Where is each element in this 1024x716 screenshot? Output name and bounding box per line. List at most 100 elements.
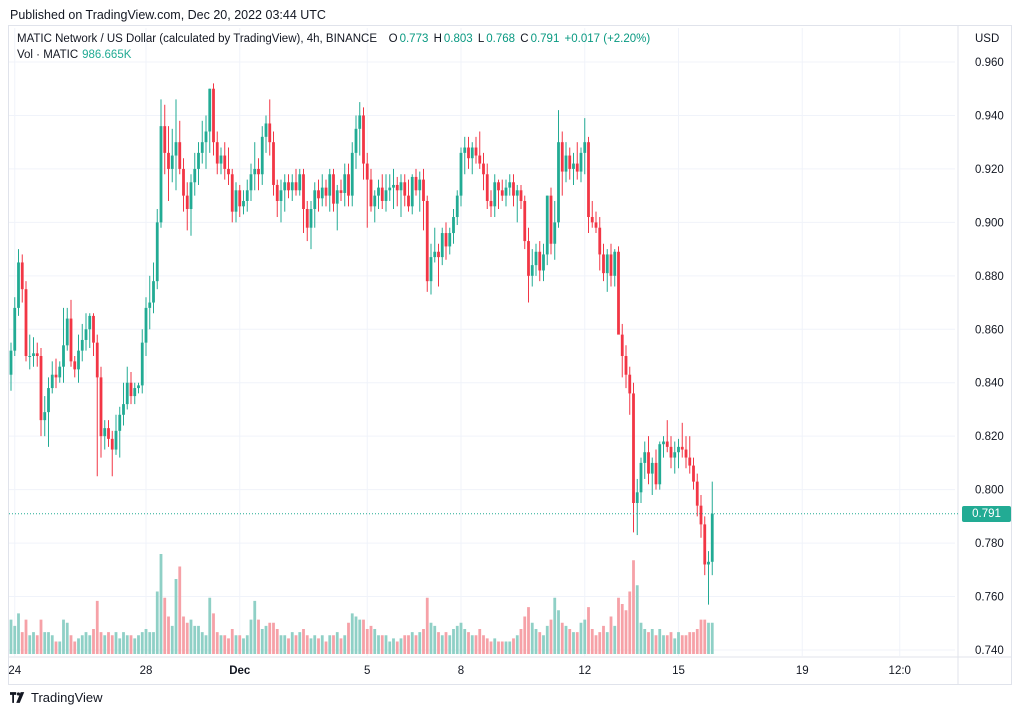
price-tick-label: 0.860 bbox=[975, 324, 1004, 336]
candle-body bbox=[118, 414, 122, 431]
candle-body bbox=[99, 377, 103, 437]
volume-legend[interactable]: Vol · MATIC 986.665K bbox=[17, 49, 131, 61]
candle-body bbox=[684, 449, 688, 458]
volume-bar bbox=[335, 632, 339, 654]
volume-bar bbox=[688, 632, 692, 654]
volume-bar bbox=[272, 622, 275, 654]
candle-body bbox=[264, 123, 268, 137]
volume-bar bbox=[470, 635, 474, 654]
volume-bar bbox=[557, 610, 560, 654]
price-tick-label: 0.760 bbox=[975, 592, 1004, 604]
chart-grid bbox=[9, 26, 1011, 684]
candle-body bbox=[65, 318, 69, 346]
volume-bar bbox=[28, 635, 32, 654]
candle-body bbox=[298, 174, 302, 191]
volume-bar bbox=[9, 619, 13, 654]
candle-body bbox=[54, 374, 58, 378]
candle-body bbox=[227, 168, 230, 175]
volume-bar bbox=[320, 635, 324, 654]
volume-bar bbox=[43, 632, 47, 654]
candle-body bbox=[354, 128, 358, 153]
volume-bar bbox=[684, 635, 688, 654]
candle-body bbox=[384, 190, 388, 201]
currency-label[interactable]: USD bbox=[975, 33, 1000, 45]
candle-body bbox=[144, 307, 148, 343]
volume-bar bbox=[354, 616, 358, 654]
volume-bar bbox=[332, 635, 335, 654]
volume-bar bbox=[103, 635, 107, 654]
volume-bar bbox=[369, 625, 373, 654]
price-tick-label: 0.920 bbox=[975, 164, 1004, 176]
candle-body bbox=[197, 152, 200, 169]
footer-brand[interactable]: TradingView bbox=[10, 690, 103, 705]
candle-body bbox=[107, 428, 110, 439]
volume-bar bbox=[204, 635, 208, 654]
volume-bar bbox=[673, 638, 677, 654]
candle-body bbox=[497, 182, 500, 191]
candle-body bbox=[703, 524, 707, 565]
volume-bar bbox=[444, 632, 448, 654]
volume-bar bbox=[208, 597, 212, 654]
volume-bar bbox=[80, 635, 84, 654]
candle-body bbox=[650, 462, 654, 474]
volume-bar bbox=[410, 632, 414, 654]
volume-bar bbox=[35, 635, 39, 654]
symbol-title: MATIC Network / US Dollar (calculated by… bbox=[17, 33, 378, 45]
candle-body bbox=[114, 430, 118, 450]
candle-body bbox=[680, 446, 684, 450]
candle-body bbox=[320, 187, 324, 199]
volume-bar bbox=[275, 629, 279, 654]
volume-bar bbox=[167, 616, 170, 654]
volume-bar bbox=[47, 632, 50, 654]
volume-bar bbox=[50, 635, 54, 654]
candle-body bbox=[523, 200, 527, 242]
volume-bar bbox=[564, 625, 568, 654]
volume-bar bbox=[677, 632, 680, 654]
candle-body bbox=[294, 182, 298, 191]
candle-body bbox=[155, 222, 159, 282]
volume-bar bbox=[24, 619, 28, 654]
volume-bar bbox=[695, 629, 699, 654]
candle-body bbox=[13, 307, 17, 351]
volume-bar bbox=[594, 635, 598, 654]
price-tick-label: 0.820 bbox=[975, 431, 1004, 443]
candle-body bbox=[572, 163, 575, 169]
candle-body bbox=[343, 174, 347, 193]
candle-body bbox=[579, 152, 583, 172]
volume-bar bbox=[317, 638, 320, 654]
volume-bar bbox=[279, 635, 283, 654]
volume-bar bbox=[178, 566, 182, 654]
candle-body bbox=[609, 254, 613, 276]
volume-bar bbox=[515, 635, 519, 654]
symbol-legend[interactable]: MATIC Network / US Dollar (calculated by… bbox=[17, 33, 652, 45]
volume-bar bbox=[144, 629, 148, 654]
volume-bar bbox=[283, 635, 287, 654]
volume-bar bbox=[358, 619, 362, 654]
time-tick-label: 5 bbox=[364, 665, 370, 677]
volume-bar bbox=[632, 560, 635, 654]
volume-bar bbox=[189, 619, 193, 654]
volume-bar bbox=[650, 629, 654, 654]
candle-body bbox=[88, 315, 92, 330]
candle-body bbox=[32, 353, 35, 356]
candle-body bbox=[290, 182, 294, 191]
candle-body bbox=[452, 217, 455, 234]
candle-body bbox=[163, 126, 167, 153]
volume-bar bbox=[305, 635, 309, 654]
candle-body bbox=[365, 163, 369, 180]
chart-frame[interactable] bbox=[8, 25, 1012, 685]
volume-bar bbox=[455, 625, 459, 654]
volume-bar bbox=[257, 619, 260, 654]
candle-body bbox=[335, 190, 339, 204]
volume-bar bbox=[347, 622, 350, 654]
candle-body bbox=[350, 152, 354, 196]
volume-bar bbox=[662, 635, 665, 654]
candle-body bbox=[238, 190, 242, 207]
price-tick-label: 0.840 bbox=[975, 378, 1004, 390]
price-tick-label: 0.800 bbox=[975, 485, 1004, 497]
candle-body bbox=[470, 147, 474, 159]
candle-body bbox=[47, 388, 50, 413]
candle-body bbox=[557, 142, 560, 223]
candle-body bbox=[433, 251, 437, 258]
